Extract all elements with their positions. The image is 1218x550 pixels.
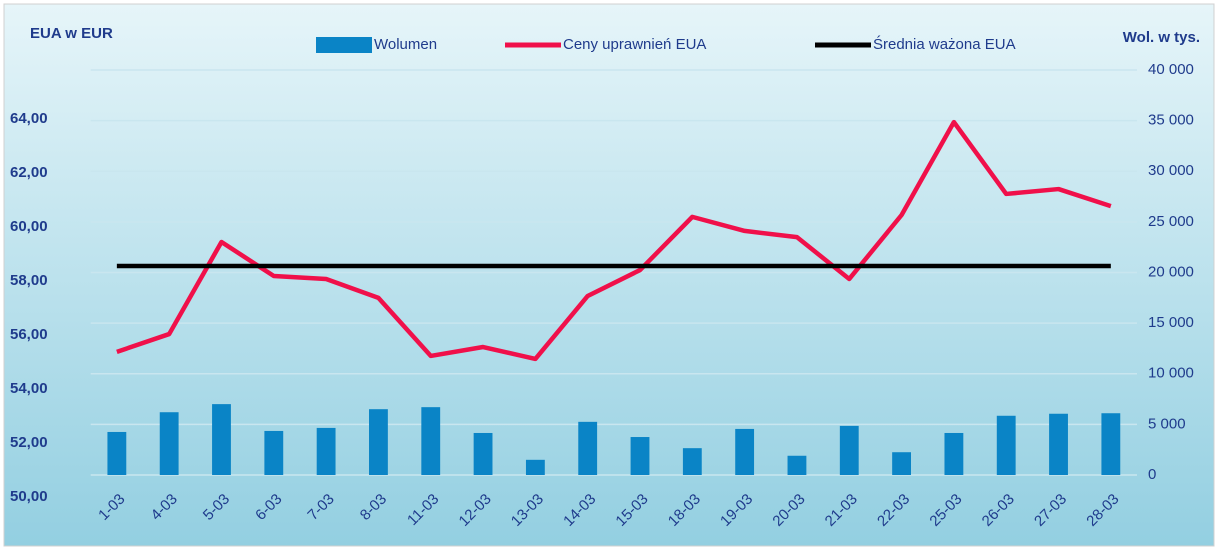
y2-tick-label: 15 000 bbox=[1148, 314, 1194, 331]
line bbox=[116, 119, 1112, 362]
y2-tick-label: 40 000 bbox=[1148, 61, 1194, 78]
bar bbox=[996, 415, 1016, 475]
y-axis-title: EUA w EUR bbox=[30, 25, 113, 42]
bar bbox=[839, 425, 859, 475]
bar bbox=[525, 459, 545, 475]
plot-background bbox=[3, 3, 1215, 547]
bar bbox=[1101, 413, 1121, 475]
y-tick-label: 50,00 bbox=[10, 488, 48, 505]
y2-axis-title: Wol. w tys. bbox=[1123, 29, 1200, 46]
y-tick-label: 62,00 bbox=[10, 164, 48, 181]
bar bbox=[473, 432, 493, 475]
y2-tick-label: 20 000 bbox=[1148, 263, 1194, 280]
bar bbox=[892, 452, 911, 475]
bar bbox=[107, 431, 127, 475]
y2-tick-label: 5 000 bbox=[1148, 415, 1186, 432]
y-tick-label: 56,00 bbox=[10, 326, 48, 343]
y2-tick-label: 25 000 bbox=[1148, 213, 1194, 230]
bar bbox=[264, 430, 284, 475]
y2-tick-label: 35 000 bbox=[1148, 112, 1194, 129]
bar bbox=[735, 428, 755, 475]
y-tick-label: 58,00 bbox=[10, 272, 48, 289]
bar bbox=[421, 407, 441, 475]
y2-tick-label: 10 000 bbox=[1148, 365, 1194, 382]
legend-swatch bbox=[316, 37, 372, 53]
bar bbox=[369, 409, 388, 475]
bar bbox=[1049, 413, 1068, 475]
bar bbox=[630, 437, 650, 475]
legend-label: Średnia ważona EUA bbox=[873, 35, 1016, 53]
bar bbox=[212, 404, 231, 475]
bar bbox=[682, 448, 702, 475]
legend-label: Ceny uprawnień EUA bbox=[563, 36, 706, 53]
bar bbox=[787, 455, 807, 475]
y-tick-label: 54,00 bbox=[10, 380, 48, 397]
y-tick-label: 52,00 bbox=[10, 434, 48, 451]
bar bbox=[944, 432, 964, 475]
y-tick-label: 64,00 bbox=[10, 110, 48, 127]
y2-tick-label: 0 bbox=[1148, 466, 1156, 483]
bar bbox=[316, 427, 336, 475]
bar bbox=[159, 412, 179, 475]
legend-label: Wolumen bbox=[374, 36, 437, 53]
y2-tick-label: 30 000 bbox=[1148, 162, 1194, 179]
y-tick-label: 60,00 bbox=[10, 218, 48, 235]
bar bbox=[578, 421, 598, 475]
